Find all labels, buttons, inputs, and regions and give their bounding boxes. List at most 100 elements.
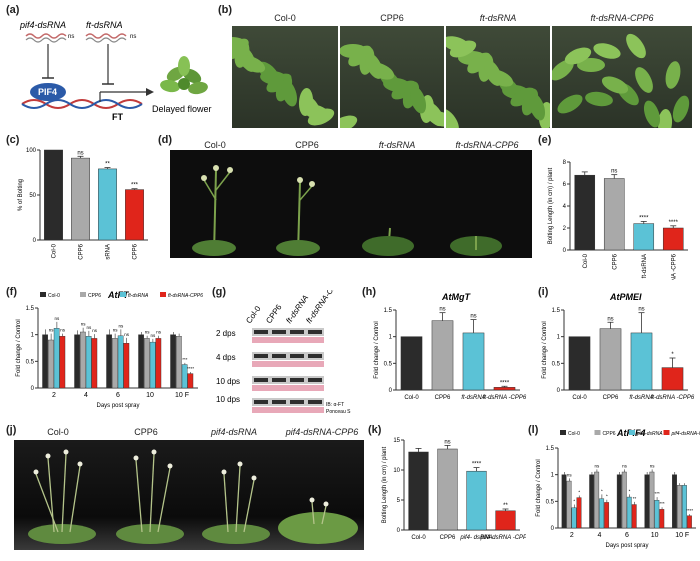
bar: [661, 367, 684, 391]
panel-b-label: (b): [218, 4, 233, 16]
significance-label: ns: [567, 472, 573, 477]
bar: [561, 474, 567, 529]
y-tick-label: 1.5: [552, 308, 561, 314]
category-label: Col-0: [411, 535, 426, 541]
dna-helix-icon: [21, 99, 143, 109]
panel-a-schematic: pif4-dsRNA ns ft-dsRNA ns PIF4 FT Delaye…: [19, 20, 212, 122]
y-axis-label: Bolting Length (in cm) / plant: [548, 167, 554, 244]
significance-label: ns: [150, 333, 156, 338]
bar: [53, 328, 60, 389]
panel-a-label: (a): [6, 4, 20, 16]
category-label: CPP6: [440, 535, 456, 541]
blot-band: [308, 354, 322, 358]
y-axis-label: Fold change / Control: [536, 459, 542, 516]
category-label: Col-0: [52, 243, 58, 258]
significance-label: ****: [639, 215, 649, 221]
y-tick-label: 1: [557, 335, 561, 341]
y-tick-label: 0.5: [26, 359, 35, 365]
ponceau-strip: [252, 407, 324, 413]
blot-band: [254, 378, 268, 382]
y-tick-label: 1.5: [26, 306, 35, 312]
significance-label: ***: [654, 491, 660, 496]
bar: [48, 339, 54, 389]
category-label: ft-dsRNA CPP6: [133, 243, 139, 260]
bar: [466, 470, 487, 531]
y-tick-label: 5: [397, 498, 401, 504]
y-tick-label: 0: [31, 386, 35, 392]
category-label: 4: [597, 532, 601, 539]
category-label: 6: [625, 532, 629, 539]
bar: [71, 157, 90, 241]
category-label: Col-0: [572, 395, 587, 401]
significance-label: *: [671, 352, 674, 358]
significance-label: **: [633, 496, 637, 501]
significance-label: *: [601, 488, 603, 493]
ns-mark: ns: [130, 34, 136, 40]
bar: [176, 336, 182, 389]
category-label: 10: [651, 532, 659, 539]
significance-label: ****: [686, 508, 693, 513]
y-tick-label: 0.5: [546, 499, 555, 505]
y-axis-label: Fold change / Control: [16, 319, 22, 376]
bar: [576, 497, 582, 529]
legend-swatch: [160, 292, 166, 297]
legend-label: ft-dsRNA: [128, 293, 149, 299]
panel-j-label: (j): [6, 424, 17, 436]
bar: [659, 509, 665, 529]
legend-swatch: [594, 430, 601, 435]
y-tick-label: 50: [29, 193, 36, 199]
bar: [631, 504, 637, 529]
significance-label: ns: [611, 169, 617, 175]
blot-band: [290, 378, 304, 382]
bar: [568, 336, 591, 391]
category-label: CPP6: [435, 395, 451, 401]
bar: [42, 334, 48, 389]
y-tick-label: 1: [389, 335, 393, 341]
photo-label: ft-dsRNA-CPP6: [455, 140, 519, 150]
photo-label: pif4-dsRNA: [210, 427, 257, 437]
bar: [644, 474, 650, 529]
legend-label: ft-dsRNA-CPP6: [168, 293, 203, 299]
blot-band-strip: [252, 376, 324, 384]
category-label: ft-dsRNA: [642, 254, 648, 278]
bar: [106, 334, 112, 389]
y-tick-label: 0: [563, 248, 567, 254]
significance-label: ****: [472, 462, 482, 468]
bar: [462, 332, 485, 391]
panel-e-label: (e): [538, 134, 552, 146]
category-label: 2: [570, 532, 574, 539]
ponceau-strip: [252, 337, 324, 343]
panel-l-label: (l): [528, 424, 539, 436]
blot-band: [290, 330, 304, 334]
blot-band: [290, 354, 304, 358]
significance-label: ****: [187, 366, 194, 371]
photo-label: CPP6: [295, 140, 319, 150]
pif4-plants-image: [28, 449, 358, 544]
significance-label: ****: [669, 220, 679, 226]
category-label: CPP6: [603, 395, 619, 401]
bar: [621, 471, 627, 529]
y-axis-label: % of Bolting: [18, 179, 24, 211]
panel-d-label: (d): [158, 134, 173, 146]
dsrna-strand-icon: [25, 37, 67, 43]
panel-j-photo: [14, 440, 364, 550]
bar: [589, 474, 595, 529]
plant-photo: [340, 26, 444, 128]
bar: [44, 149, 63, 241]
arrow-icon: [146, 88, 154, 96]
photo-label: ft-dsRNA-CPP6: [590, 13, 654, 23]
blot-band: [290, 400, 304, 404]
category-label: ft-dsRNA -CPP6: [671, 253, 677, 280]
panel-c-label: (c): [6, 134, 20, 146]
bar: [125, 189, 144, 241]
chart-f: AtFT Col-0 CPP6 ft-dsRNA ft-dsRNA-CPP6 0 0.5 1 1…: [16, 290, 203, 409]
plant-photo: [552, 26, 692, 128]
photo-label: ft-dsRNA: [479, 13, 517, 23]
bar: [630, 332, 653, 391]
bar: [144, 338, 150, 389]
bar: [616, 474, 622, 529]
photo-label: Col-0: [47, 427, 69, 437]
y-tick-label: 6: [563, 182, 567, 188]
blot-band-strip: [252, 328, 324, 336]
y-tick-label: 0.5: [384, 361, 393, 367]
